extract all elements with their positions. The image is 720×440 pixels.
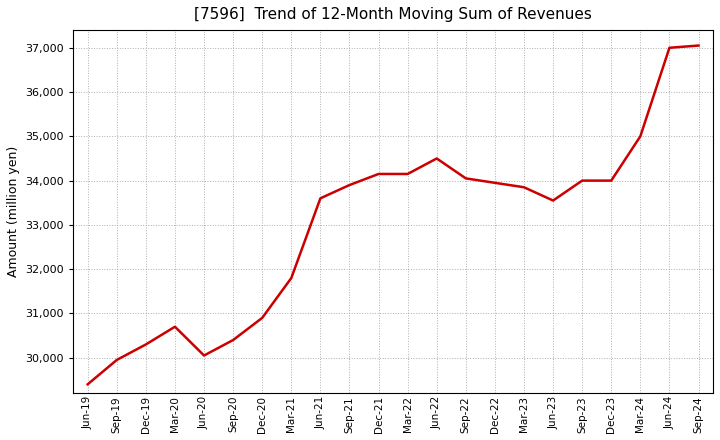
Y-axis label: Amount (million yen): Amount (million yen): [7, 146, 20, 277]
Title: [7596]  Trend of 12-Month Moving Sum of Revenues: [7596] Trend of 12-Month Moving Sum of R…: [194, 7, 592, 22]
